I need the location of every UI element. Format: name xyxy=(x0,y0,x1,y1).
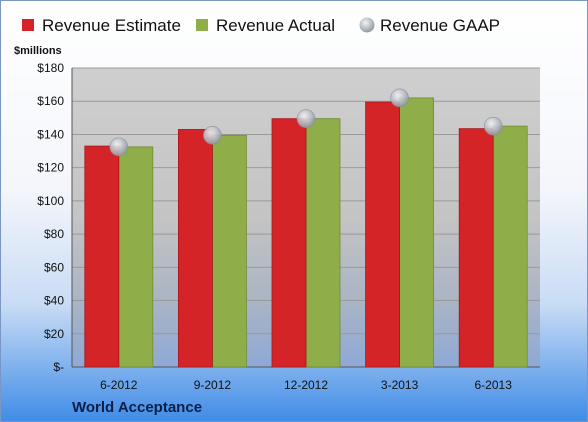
legend: Revenue Estimate Revenue Actual Revenue GA… xyxy=(22,16,500,35)
y-tick-label: $20 xyxy=(44,327,64,341)
revenue-actual-bar xyxy=(118,146,154,368)
legend-label: Revenue GAAP xyxy=(380,16,500,35)
revenue-estimate-bar xyxy=(177,129,213,368)
company-name: World Acceptance xyxy=(72,399,202,416)
y-unit-label: $millions xyxy=(14,45,62,57)
revenue-actual-bar xyxy=(211,134,247,368)
revenue-gaap-marker xyxy=(296,109,316,128)
revenue-estimate-bar xyxy=(458,128,494,368)
x-tick-label: 9-2012 xyxy=(194,378,232,392)
legend-label: Revenue Estimate xyxy=(42,16,181,35)
y-tick-label: $160 xyxy=(37,94,64,108)
revenue-estimate-bar xyxy=(84,145,120,368)
legend-swatch xyxy=(196,19,208,31)
legend-swatch xyxy=(22,19,34,31)
revenue-gaap-marker xyxy=(203,125,222,145)
x-axis: 6-2012 9-2012 12-2012 3-2013 6-2013 xyxy=(100,378,512,392)
revenue-estimate-bar xyxy=(365,101,401,368)
revenue-actual-bar xyxy=(305,118,341,368)
x-tick-label: 12-2012 xyxy=(284,378,328,392)
y-tick-label: $80 xyxy=(44,227,64,241)
y-tick-label: $40 xyxy=(44,294,64,308)
x-tick-label: 6-2013 xyxy=(475,378,513,392)
legend-label: Revenue Actual xyxy=(216,16,335,35)
y-tick-label: $180 xyxy=(37,61,64,75)
legend-swatch xyxy=(359,17,375,33)
y-tick-label: $120 xyxy=(37,161,64,175)
y-tick-label: $- xyxy=(53,360,64,374)
revenue-actual-bar xyxy=(399,97,435,368)
revenue-gaap-marker xyxy=(483,116,503,136)
revenue-estimate-bar xyxy=(271,118,307,368)
bars xyxy=(84,88,528,368)
y-tick-label: $60 xyxy=(44,260,64,274)
revenue-gaap-marker xyxy=(109,137,129,157)
y-tick-label: $140 xyxy=(37,127,64,141)
revenue-gaap-marker xyxy=(390,88,409,108)
x-tick-label: 3-2013 xyxy=(381,378,419,392)
revenue-actual-bar xyxy=(492,125,528,368)
y-tick-label: $100 xyxy=(37,194,64,208)
x-tick-label: 6-2012 xyxy=(100,378,138,392)
